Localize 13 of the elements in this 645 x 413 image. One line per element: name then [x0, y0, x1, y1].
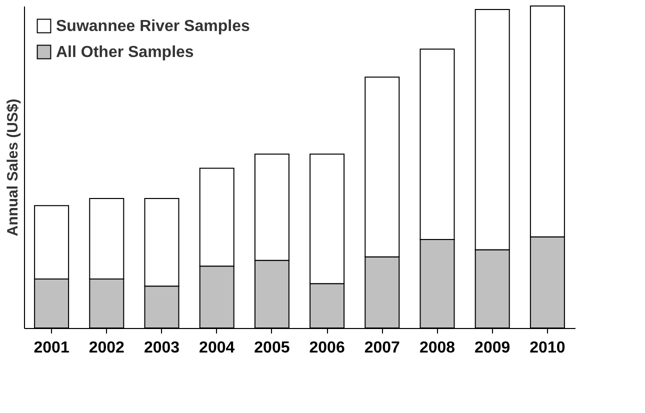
x-tick-label: 2008: [419, 340, 456, 356]
x-tick-label: 2009: [474, 340, 510, 356]
x-tick-label: 2003: [144, 340, 180, 356]
x-tick-label: 2010: [530, 340, 566, 356]
x-tick-label: 2001: [34, 340, 70, 356]
x-tick-label: 2007: [364, 340, 400, 356]
legend-label: Suwannee River Samples: [56, 18, 250, 35]
legend-label: All Other Samples: [56, 44, 194, 61]
x-tick-label: 2006: [309, 340, 345, 356]
x-tick-label: 2004: [199, 340, 235, 356]
x-tick-label: 2002: [88, 340, 125, 356]
x-tick-label: 2005: [254, 340, 290, 356]
y-axis-title: Annual Sales (US$): [4, 98, 22, 236]
